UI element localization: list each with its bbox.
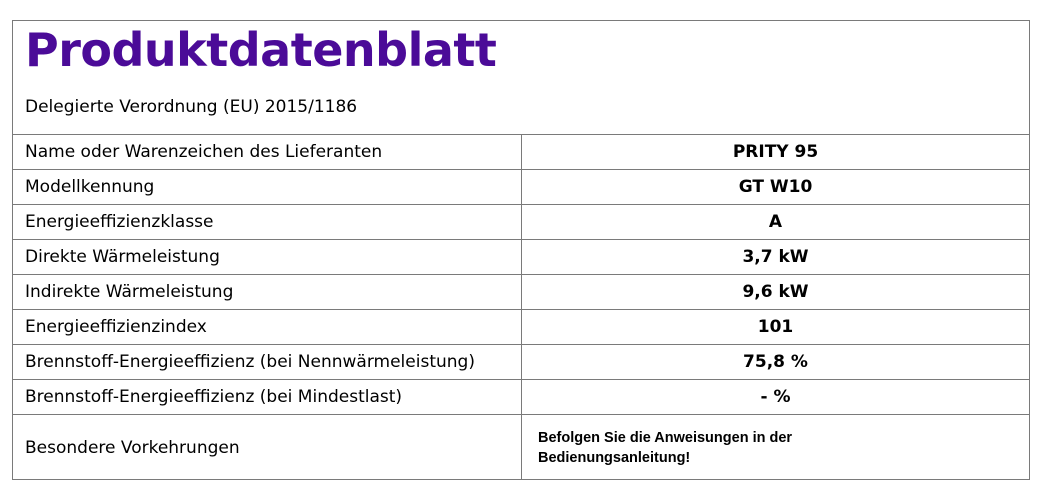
row-label: Besondere Vorkehrungen (13, 415, 522, 480)
table-row-model: Modellkennung GT W10 (13, 170, 1029, 205)
row-value: GT W10 (738, 177, 813, 197)
precautions-note: Befolgen Sie die Anweisungen in der Bedi… (538, 429, 793, 466)
row-label: Energieeffizienzklasse (13, 205, 522, 239)
row-label: Brennstoff-Energieeffizienz (bei Mindest… (13, 380, 522, 414)
table-row-efficiency-index: Energieeffizienzindex 101 (13, 310, 1029, 345)
row-label: Brennstoff-Energieeffizienz (bei Nennwär… (13, 345, 522, 379)
row-label: Energieeffizienzindex (13, 310, 522, 344)
table-row-fuel-efficiency-nominal: Brennstoff-Energieeffizienz (bei Nennwär… (13, 345, 1029, 380)
row-value: Befolgen Sie die Anweisungen in der Bedi… (522, 415, 1029, 480)
row-label: Direkte Wärmeleistung (13, 240, 522, 274)
row-value: 75,8 % (743, 352, 808, 372)
table-row-supplier: Name oder Warenzeichen des Lieferanten P… (13, 135, 1029, 170)
row-value: 101 (757, 317, 794, 337)
row-value: 9,6 kW (742, 282, 809, 302)
table-row-fuel-efficiency-minimum: Brennstoff-Energieeffizienz (bei Mindest… (13, 380, 1029, 415)
sheet-header: Produktdatenblatt Delegierte Verordnung … (13, 21, 1029, 135)
page-title: Produktdatenblatt (25, 23, 497, 77)
product-data-sheet: Produktdatenblatt Delegierte Verordnung … (12, 20, 1030, 480)
row-value: - % (760, 387, 791, 407)
table-row-indirect-heat: Indirekte Wärmeleistung 9,6 kW (13, 275, 1029, 310)
row-value: 3,7 kW (742, 247, 809, 267)
row-value: A (768, 212, 783, 232)
table-row-direct-heat: Direkte Wärmeleistung 3,7 kW (13, 240, 1029, 275)
table-row-precautions: Besondere Vorkehrungen Befolgen Sie die … (13, 415, 1029, 480)
row-label: Indirekte Wärmeleistung (13, 275, 522, 309)
row-value: PRITY 95 (732, 142, 819, 162)
table-row-efficiency-class: Energieeffizienzklasse A (13, 205, 1029, 240)
regulation-reference: Delegierte Verordnung (EU) 2015/1186 (25, 97, 358, 117)
row-label: Modellkennung (13, 170, 522, 204)
row-label: Name oder Warenzeichen des Lieferanten (13, 135, 522, 169)
